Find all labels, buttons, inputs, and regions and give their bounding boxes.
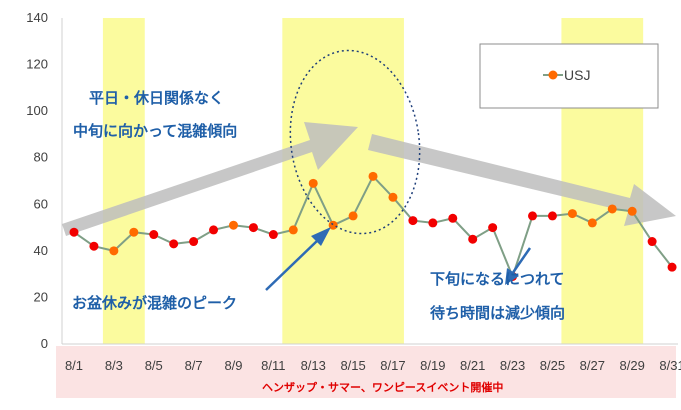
- data-point: [667, 262, 677, 272]
- legend: USJ: [479, 43, 659, 109]
- data-point: [268, 230, 278, 240]
- data-point: [129, 227, 139, 237]
- x-tick-label: 8/27: [580, 358, 605, 373]
- x-axis-ticks: 8/1 8/3 8/5 8/7 8/9 8/11 8/13 8/15 8/17 8/19 8/21 8…: [65, 358, 681, 373]
- legend-box: [479, 43, 659, 109]
- event-footer-note: ヘンザップ・サマー、ワンピースイベント開催中: [262, 380, 503, 394]
- axes: [61, 18, 678, 345]
- data-point: [627, 206, 637, 216]
- pointer-arrow-obon: [265, 227, 331, 291]
- data-point: [288, 225, 298, 235]
- peak-highlight-ellipse: [289, 49, 421, 235]
- y-tick-label: 140: [26, 10, 48, 25]
- x-tick-label: 8/17: [380, 358, 405, 373]
- data-point: [488, 223, 498, 233]
- data-point: [388, 192, 398, 202]
- data-point: [647, 237, 657, 247]
- x-tick-label: 8/5: [145, 358, 163, 373]
- x-tick-label: 8/7: [185, 358, 203, 373]
- footer-band: [56, 346, 676, 398]
- data-point: [89, 241, 99, 251]
- annotation-obon-peak: お盆休みが混雑のピーク: [72, 294, 237, 312]
- y-tick-label: 60: [34, 196, 48, 211]
- legend-label-usj: USJ: [564, 67, 590, 83]
- highlight-band-1: [102, 18, 145, 344]
- pointer-arrow-late: [505, 247, 532, 285]
- data-point: [567, 209, 577, 219]
- x-tick-label: 8/3: [105, 358, 123, 373]
- annotation-line-1: 平日・休日関係なく: [89, 89, 224, 107]
- data-point: [587, 218, 597, 228]
- annotation-late-line-2: 待ち時間は減少傾向: [430, 304, 565, 322]
- data-point: [428, 218, 438, 228]
- data-point: [169, 239, 179, 249]
- y-tick-label: 80: [34, 150, 48, 165]
- x-tick-label: 8/19: [420, 358, 445, 373]
- data-point: [69, 227, 79, 237]
- x-tick-label: 8/11: [261, 358, 285, 373]
- data-point: [368, 171, 378, 181]
- data-point: [149, 230, 159, 240]
- y-tick-label: 0: [41, 336, 48, 351]
- y-tick-label: 100: [26, 103, 48, 118]
- data-point: [408, 216, 418, 226]
- highlight-band-2: [282, 18, 404, 344]
- x-tick-label: 8/31: [659, 358, 681, 373]
- x-tick-label: 8/23: [500, 358, 525, 373]
- data-point: [109, 246, 119, 256]
- series-usj: [69, 171, 677, 281]
- data-point: [308, 178, 318, 188]
- data-point: [448, 213, 458, 223]
- data-point: [248, 223, 258, 233]
- x-tick-label: 8/13: [301, 358, 326, 373]
- falling-trend-arrow: [368, 134, 676, 226]
- x-tick-label: 8/29: [620, 358, 645, 373]
- data-point: [189, 237, 199, 247]
- y-tick-label: 40: [34, 243, 48, 258]
- x-tick-label: 8/15: [340, 358, 365, 373]
- data-point: [209, 225, 219, 235]
- data-point: [328, 220, 338, 230]
- y-tick-label: 20: [34, 289, 48, 304]
- x-tick-label: 8/1: [65, 358, 83, 373]
- data-point: [348, 211, 358, 221]
- annotation-late-line-1: 下旬になるにつれて: [430, 270, 565, 288]
- data-point: [607, 204, 617, 214]
- data-point: [228, 220, 238, 230]
- x-tick-label: 8/9: [224, 358, 242, 373]
- data-point: [547, 211, 557, 221]
- data-point: [528, 211, 538, 221]
- legend-marker: [548, 70, 558, 80]
- x-tick-label: 8/25: [540, 358, 565, 373]
- annotation-line-2: 中旬に向かって混雑傾向: [73, 122, 237, 140]
- data-point: [468, 234, 478, 244]
- y-axis-ticks: 0 20 40 60 80 100 120 140: [26, 10, 48, 351]
- x-tick-label: 8/21: [460, 358, 485, 373]
- rising-trend-arrow: [62, 122, 358, 236]
- y-tick-label: 120: [26, 57, 48, 72]
